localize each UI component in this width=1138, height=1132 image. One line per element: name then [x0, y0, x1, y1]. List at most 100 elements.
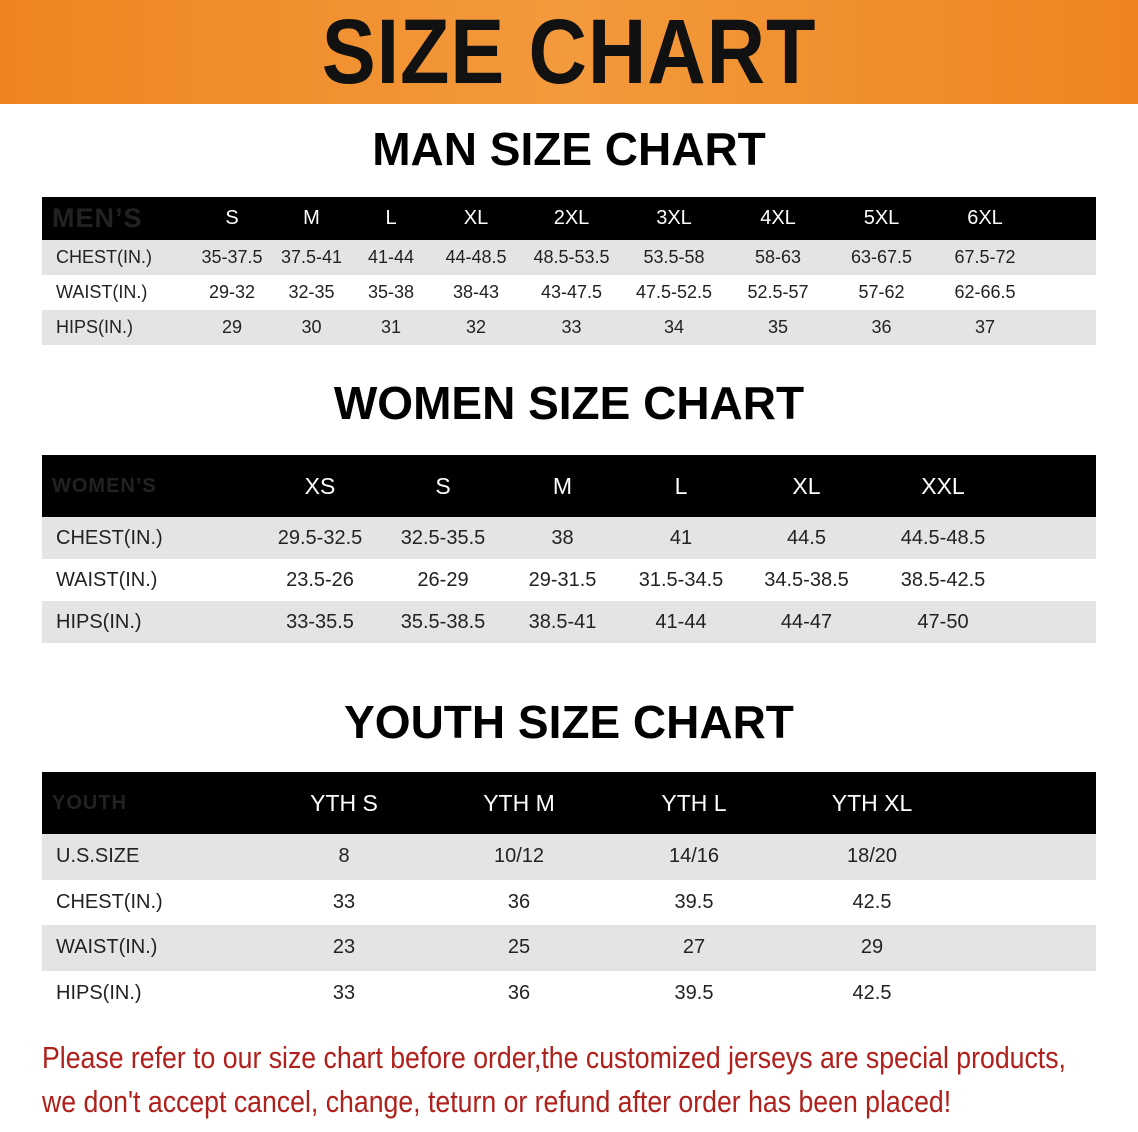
table-cell: 35-38: [367, 282, 415, 302]
row-label: CHEST(IN.): [56, 526, 163, 549]
header-label: YOUTH: [52, 791, 127, 814]
table-cell: 38.5-41: [528, 610, 597, 633]
table-cell: 33: [332, 890, 356, 913]
table-cell: 35-37.5: [201, 247, 263, 267]
women-size-table: WOMEN’S XS S M L XL XXL CHEST(IN.) 29.5-32.5 32.5…: [42, 455, 1096, 643]
row-label: WAIST(IN.): [56, 282, 148, 302]
notice-line-2: we don't accept cancel, change, teturn o…: [42, 1084, 952, 1119]
table-cell: 36: [871, 317, 892, 337]
table-cell: 27: [682, 936, 706, 959]
table-cell: 47.5-52.5: [635, 282, 713, 302]
size-header: 6XL: [967, 207, 1003, 229]
table-cell: 29-32: [208, 282, 256, 302]
table-row: HIPS(IN.) 29 30 31 32 33 34 35 36 37: [42, 310, 1096, 345]
table-cell: 63-67.5: [850, 247, 913, 267]
table-cell: 33: [561, 317, 582, 337]
size-header: L: [385, 207, 397, 229]
table-cell: 29-31.5: [528, 568, 597, 591]
table-cell: 31.5-34.5: [638, 568, 724, 591]
size-header: M: [552, 472, 573, 499]
order-notice: Please refer to our size chart before or…: [42, 1036, 1066, 1124]
table-cell: 44-48.5: [445, 247, 507, 267]
header-row: YOUTH YTH S YTH M YTH L YTH XL: [42, 772, 1096, 834]
table-cell: 41: [669, 526, 693, 549]
table-cell: 10/12: [493, 845, 545, 868]
table-cell: 30: [301, 317, 322, 337]
size-header: M: [303, 207, 320, 229]
header-label: MEN’S: [52, 203, 143, 233]
table-cell: 57-62: [858, 282, 905, 302]
table-row: HIPS(IN.) 33-35.5 35.5-38.5 38.5-41 41-44 44-…: [42, 601, 1096, 643]
table-row: CHEST(IN.) 35-37.5 37.5-41 41-44 44-48.5 48.5…: [42, 240, 1096, 275]
table-cell: 41-44: [655, 610, 707, 633]
table-cell: 32-35: [288, 282, 335, 302]
table-row: WAIST(IN.) 23.5-26 26-29 29-31.5 31.5-34.5 34…: [42, 559, 1096, 601]
table-row: WAIST(IN.) 23 25 27 29: [42, 925, 1096, 971]
size-header: 4XL: [760, 207, 796, 229]
table-cell: 31: [380, 317, 402, 337]
table-cell: 34.5-38.5: [764, 568, 849, 591]
header-label: WOMEN’S: [52, 474, 157, 497]
size-header: XXL: [921, 472, 965, 499]
table-cell: 38: [551, 526, 574, 549]
youth-size-table: YOUTH YTH S YTH M YTH L YTH XL U.S.SIZE 8 10/12…: [42, 772, 1096, 1016]
table-cell: 35.5-38.5: [400, 610, 486, 633]
table-cell: 23.5-26: [286, 568, 354, 591]
table-cell: 33: [332, 981, 356, 1004]
size-header: YTH L: [661, 789, 727, 816]
table-cell: 36: [507, 890, 531, 913]
size-header: YTH S: [310, 789, 378, 816]
table-cell: 39.5: [674, 981, 714, 1004]
table-cell: 32: [465, 317, 487, 337]
table-cell: 44.5: [787, 526, 826, 549]
table-cell: 36: [507, 981, 531, 1004]
men-size-table: MEN’S S M L XL 2XL 3XL 4XL 5XL 6XL CHEST(IN.) 35-37…: [42, 197, 1096, 345]
table-cell: 47-50: [917, 610, 969, 633]
row-label: HIPS(IN.): [56, 981, 142, 1004]
table-cell: 38.5-42.5: [900, 568, 986, 591]
size-header: XS: [304, 472, 336, 499]
table-cell: 18/20: [846, 845, 898, 868]
table-cell: 8: [338, 845, 350, 868]
header-row: MEN’S S M L XL 2XL 3XL 4XL 5XL 6XL: [42, 197, 1096, 240]
table-cell: 44-47: [780, 610, 833, 633]
size-header: S: [225, 207, 239, 229]
table-cell: 29: [221, 317, 243, 337]
table-cell: 58-63: [754, 247, 802, 267]
table-cell: 29: [860, 936, 884, 959]
size-header: YTH M: [483, 789, 555, 816]
table-cell: 41-44: [367, 247, 415, 267]
table-cell: 34: [663, 317, 685, 337]
size-header: YTH XL: [831, 789, 913, 816]
table-cell: 33-35.5: [286, 610, 354, 633]
table-cell: 37: [974, 317, 996, 337]
table-cell: 39.5: [674, 890, 714, 913]
row-label: U.S.SIZE: [56, 845, 140, 868]
table-cell: 42.5: [852, 981, 892, 1004]
size-header: L: [674, 472, 688, 499]
row-label: WAIST(IN.): [56, 568, 158, 591]
size-header: XL: [792, 472, 821, 499]
youth-title: YOUTH SIZE CHART: [344, 696, 794, 748]
table-cell: 25: [507, 936, 531, 959]
table-cell: 23: [332, 936, 356, 959]
table-row: WAIST(IN.) 29-32 32-35 35-38 38-43 43-47.5 47.…: [42, 275, 1096, 310]
table-cell: 35: [767, 317, 789, 337]
table-row: CHEST(IN.) 29.5-32.5 32.5-35.5 38 41 44.5 44.5…: [42, 517, 1096, 559]
row-label: HIPS(IN.): [56, 610, 142, 633]
table-cell: 48.5-53.5: [533, 247, 610, 267]
size-header: XL: [463, 207, 489, 229]
table-cell: 53.5-58: [643, 247, 705, 267]
notice-line-1: Please refer to our size chart before or…: [42, 1040, 1066, 1075]
table-cell: 32.5-35.5: [400, 526, 486, 549]
row-label: CHEST(IN.): [56, 247, 152, 267]
table-cell: 42.5: [852, 890, 892, 913]
table-cell: 38-43: [452, 282, 500, 302]
size-header: 2XL: [553, 207, 590, 229]
table-row: HIPS(IN.) 33 36 39.5 42.5: [42, 970, 1096, 1016]
table-cell: 37.5-41: [280, 247, 343, 267]
banner: SIZE CHART: [0, 0, 1138, 104]
table-cell: 43-47.5: [540, 282, 603, 302]
table-cell: 26-29: [417, 568, 469, 591]
women-title: WOMEN SIZE CHART: [333, 377, 805, 429]
